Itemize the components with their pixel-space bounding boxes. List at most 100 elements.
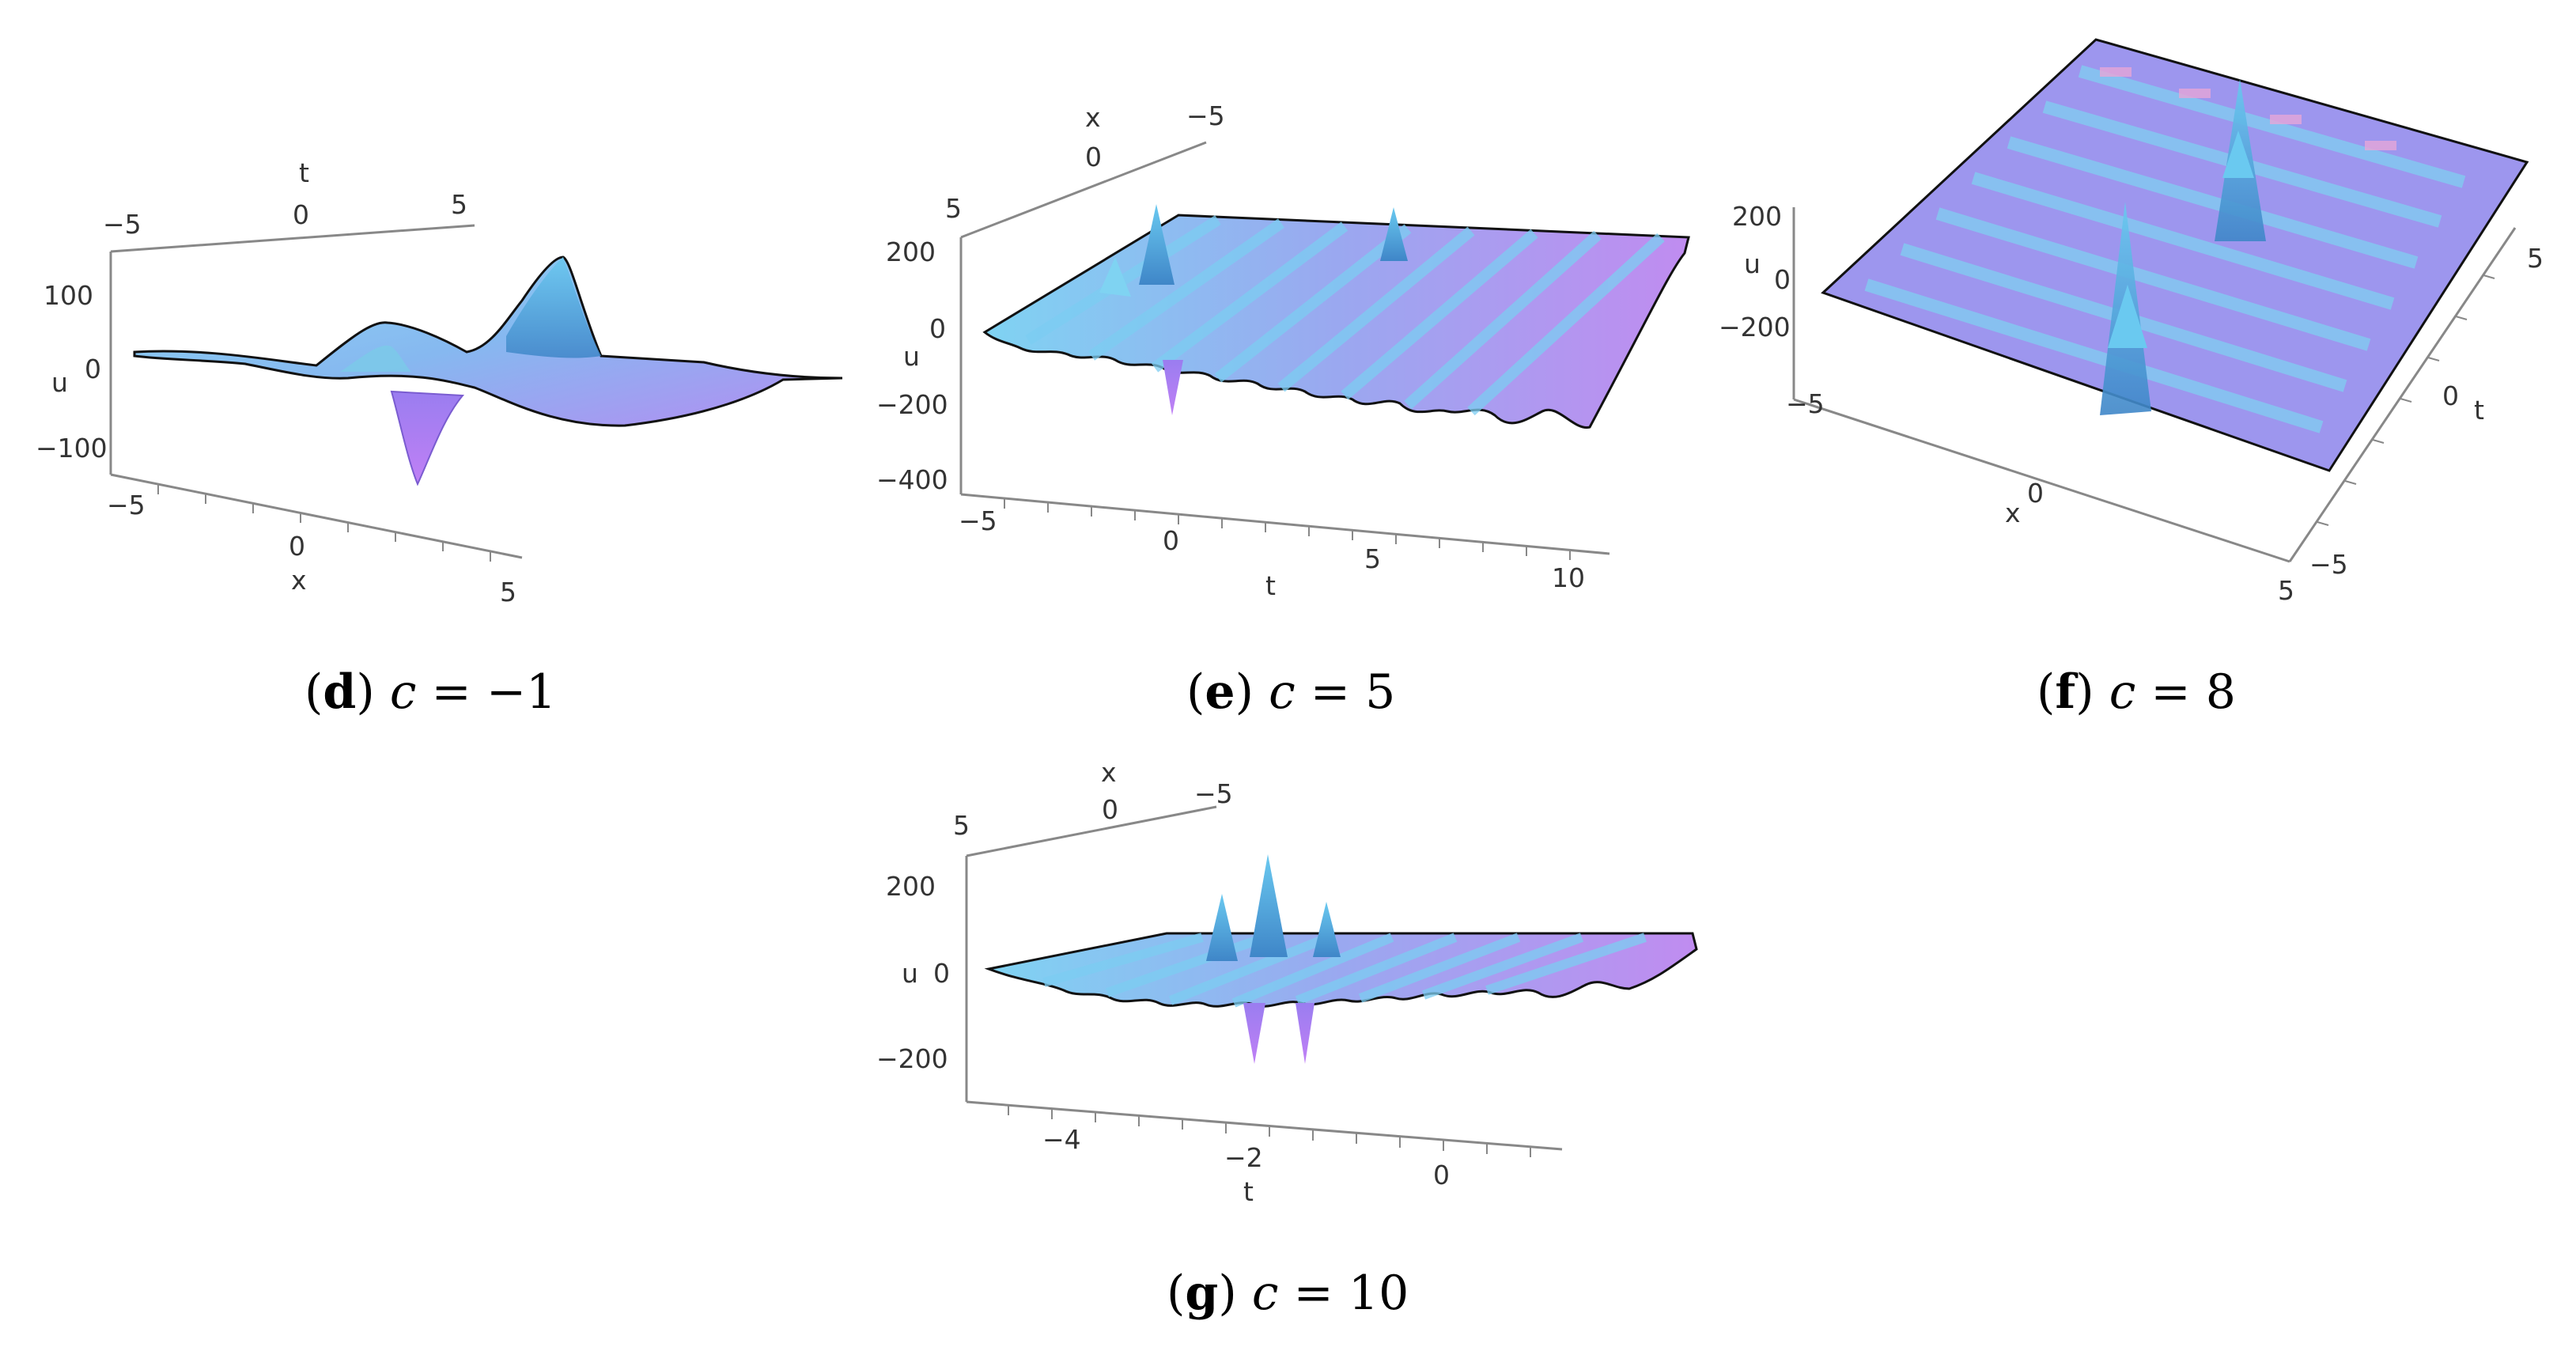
caption-f-value: 8 (2205, 664, 2236, 720)
u-tick-2: −200 (1719, 312, 1791, 342)
caption-d-eq: = (431, 664, 471, 720)
axis-x-front (1793, 398, 2290, 563)
u-tick-1: 0 (933, 958, 950, 989)
axis-label-t: t (1243, 1176, 1254, 1207)
caption-f-eq: = (2150, 664, 2191, 720)
axis-label-t: t (2474, 395, 2484, 426)
caption-f-label: f (2055, 664, 2076, 720)
surface-g-trough-2 (1296, 1003, 1314, 1064)
caption-e-eq: = (1310, 664, 1351, 720)
t-tick-1: 0 (293, 199, 309, 230)
caption-g: (g) c = 10 (1167, 1266, 1409, 1321)
t-tick-3: 10 (1552, 562, 1585, 593)
x-tick-0: −5 (107, 490, 146, 520)
caption-f-param: c (2109, 664, 2136, 720)
t-tick-0: 5 (2527, 243, 2544, 274)
surface-d (133, 255, 843, 427)
surface-g-spike-1 (1250, 854, 1288, 957)
t-tick-2: −5 (2309, 549, 2348, 580)
axis-label-u: u (902, 958, 918, 989)
u-tick-2: −200 (876, 389, 948, 420)
panel-e-plot: x 5 0 −5 200 0 u −200 −400 −5 0 5 10 t (876, 100, 1690, 601)
caption-g-param: c (1251, 1266, 1279, 1321)
panel-g-plot: x 5 0 −5 200 u 0 −200 −4 −2 t 0 (876, 757, 1698, 1207)
surface-g-spike-3 (1313, 902, 1341, 957)
surface-e-trough (1163, 360, 1183, 415)
axis-t-front (966, 1100, 1563, 1151)
surface-e-spike-3 (1099, 257, 1131, 297)
t-tick-2: 0 (1433, 1160, 1450, 1190)
x-tick-2: 5 (2278, 575, 2294, 606)
x-tick-1: 0 (1102, 794, 1118, 825)
panel-d-plot: −5 0 5 t 100 0 −100 u −5 0 5 x (36, 157, 843, 607)
axis-t-back (110, 224, 475, 253)
caption-g-label: g (1185, 1266, 1219, 1321)
caption-g-eq: = (1293, 1266, 1333, 1321)
caption-d: (d) c = −1 (305, 664, 557, 720)
axis-label-t: t (1265, 570, 1276, 601)
axis-x-tick-marks (157, 484, 491, 562)
axis-t-tick-marks (1008, 1105, 1531, 1157)
caption-e: (e) c = 5 (1186, 664, 1396, 720)
surface-e-spike-1 (1139, 204, 1175, 285)
axis-label-u: u (51, 367, 68, 398)
t-tick-1: −2 (1224, 1142, 1263, 1173)
x-tick-2: 5 (500, 577, 516, 607)
surface-g-spike-2 (1206, 894, 1238, 961)
surface-e-spike-2 (1380, 207, 1408, 261)
axis-x-back (966, 805, 1217, 857)
u-tick-2: −200 (876, 1043, 948, 1074)
u-tick-3: −400 (876, 464, 948, 495)
panel-f-plot: 200 u 0 −200 −5 0 x 5 5 0 t −5 (1719, 38, 2544, 606)
u-tick-0: 200 (1732, 201, 1782, 232)
x-tick-0: −5 (1786, 388, 1825, 419)
axis-label-u: u (1744, 248, 1761, 279)
surface-f-spike-3 (2222, 131, 2254, 178)
surface-d-trough (390, 390, 465, 486)
u-tick-0: 100 (44, 280, 93, 311)
caption-d-param: c (389, 664, 417, 720)
axis-t-front (2288, 227, 2517, 562)
t-tick-2: 5 (1364, 543, 1381, 574)
axis-x-front (110, 473, 523, 559)
t-tick-1: 0 (1163, 525, 1179, 556)
u-tick-1: 0 (929, 313, 946, 344)
surface-d-ridge (340, 345, 411, 372)
surface-f-spike-4 (2108, 285, 2147, 348)
axis-label-x: x (1101, 757, 1117, 788)
caption-e-label: e (1205, 664, 1235, 720)
surface-e-ripples (1025, 215, 1665, 416)
x-tick-0: 5 (953, 810, 970, 841)
axis-label-t: t (299, 157, 309, 188)
axis-t-tick-marks (2317, 274, 2495, 526)
t-tick-0: −5 (959, 505, 997, 536)
axis-x-back (960, 141, 1207, 239)
surface-g-ripples (1042, 933, 1647, 1008)
t-tick-0: −5 (103, 209, 142, 240)
caption-f: (f) c = 8 (2037, 664, 2236, 720)
u-tick-0: 200 (886, 237, 936, 267)
axis-label-u: u (903, 341, 920, 372)
u-tick-2: −100 (36, 433, 108, 464)
axis-label-x: x (1085, 102, 1101, 133)
caption-d-label: d (323, 664, 357, 720)
x-tick-1: 0 (1085, 142, 1102, 172)
axis-t-tick-marks (1004, 498, 1571, 560)
caption-e-value: 5 (1365, 664, 1396, 720)
t-tick-1: 0 (2442, 380, 2459, 411)
caption-g-value: 10 (1348, 1266, 1409, 1321)
u-tick-0: 200 (886, 871, 936, 902)
surface-f-highlights (2100, 67, 2396, 150)
x-tick-1: 0 (289, 531, 305, 562)
x-tick-1: 0 (2027, 478, 2044, 509)
x-tick-2: −5 (1186, 100, 1225, 131)
surface-d-spike (506, 257, 601, 358)
u-tick-1: 0 (1774, 264, 1791, 295)
caption-d-value: −1 (486, 664, 557, 720)
t-tick-0: −4 (1042, 1124, 1081, 1155)
u-tick-1: 0 (85, 354, 101, 384)
x-tick-2: −5 (1194, 778, 1233, 809)
axis-label-x: x (291, 565, 307, 596)
axis-label-x: x (2005, 498, 2021, 528)
